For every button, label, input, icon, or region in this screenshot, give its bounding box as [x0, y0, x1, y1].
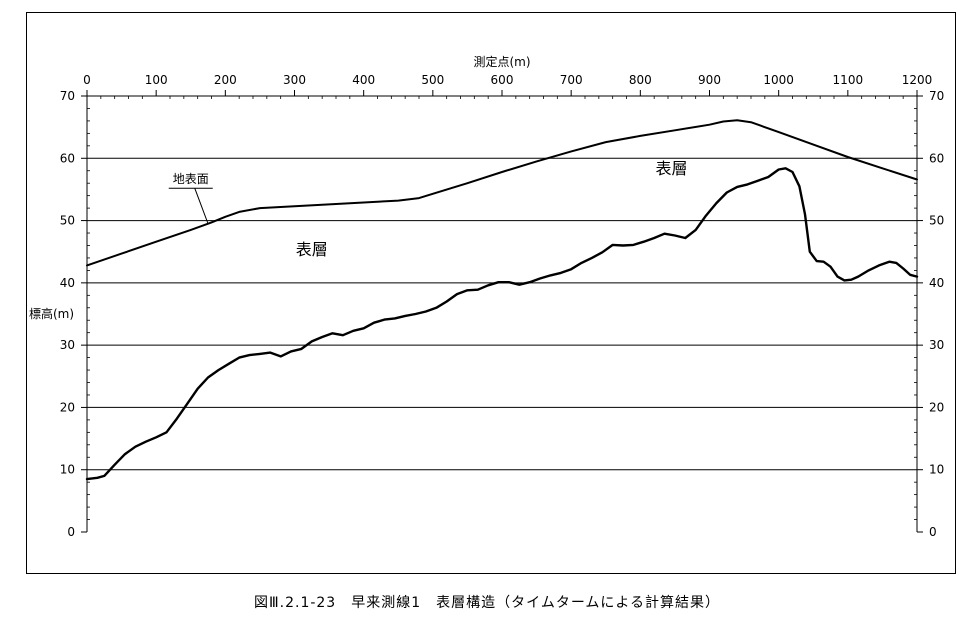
x-tick-label: 0 — [83, 73, 91, 87]
chart-svg: 0 100 200 300 400 500 600 700 800 900 1000 1100 1200… — [29, 54, 944, 539]
figure-caption: 図Ⅲ.2.1-23 早来測線1 表層構造（タイムタームによる計算結果） — [253, 595, 721, 611]
y-tick-label-left: 70 — [60, 89, 75, 103]
chart-frame: 0 100 200 300 400 500 600 700 800 900 1000 1100 1200… — [26, 12, 956, 574]
x-tick-label: 800 — [629, 73, 652, 87]
y-tick-label-left: 0 — [67, 525, 75, 539]
y-axis-title: 標高(m) — [29, 306, 74, 321]
x-tick-label: 100 — [145, 73, 168, 87]
x-tick-label: 500 — [421, 73, 444, 87]
grid-layer — [87, 157, 917, 471]
series-line-0 — [86, 119, 918, 267]
y-tick-label-right: 20 — [929, 400, 944, 414]
y-tick-label-right: 0 — [929, 525, 937, 539]
x-tick-label: 700 — [560, 73, 583, 87]
annotation-label-2: 表層 — [655, 159, 687, 178]
y-tick-label-right: 30 — [929, 338, 944, 352]
x-tick-label: 600 — [491, 73, 514, 87]
x-tick-label: 300 — [283, 73, 306, 87]
series-line-1 — [85, 167, 919, 481]
x-axis-title: 測定点(m) — [473, 54, 530, 69]
y-tick-label-right: 60 — [929, 151, 944, 165]
x-tick-label: 900 — [698, 73, 721, 87]
x-tick-label: 1100 — [833, 73, 864, 87]
x-tick-label: 1200 — [902, 73, 933, 87]
annotation-leader — [194, 188, 209, 224]
series-layer — [85, 119, 919, 481]
y-tick-label-left: 30 — [60, 338, 75, 352]
x-tick-label: 200 — [214, 73, 237, 87]
axis-layer: 0 100 200 300 400 500 600 700 800 900 1000 1100 1200… — [29, 54, 944, 539]
y-tick-label-left: 60 — [60, 151, 75, 165]
annotation-label-0: 地表面 — [173, 172, 209, 186]
y-tick-label-left: 50 — [60, 214, 75, 228]
y-tick-label-right: 70 — [929, 89, 944, 103]
x-tick-label: 1000 — [763, 73, 794, 87]
x-tick-label: 400 — [352, 73, 375, 87]
y-tick-label-right: 50 — [929, 214, 944, 228]
y-tick-label-left: 20 — [60, 400, 75, 414]
y-tick-label-left: 40 — [60, 276, 75, 290]
y-tick-label-right: 10 — [929, 463, 944, 477]
y-tick-label-right: 40 — [929, 276, 944, 290]
annotation-label-1: 表層 — [296, 240, 328, 259]
y-tick-label-left: 10 — [60, 463, 75, 477]
